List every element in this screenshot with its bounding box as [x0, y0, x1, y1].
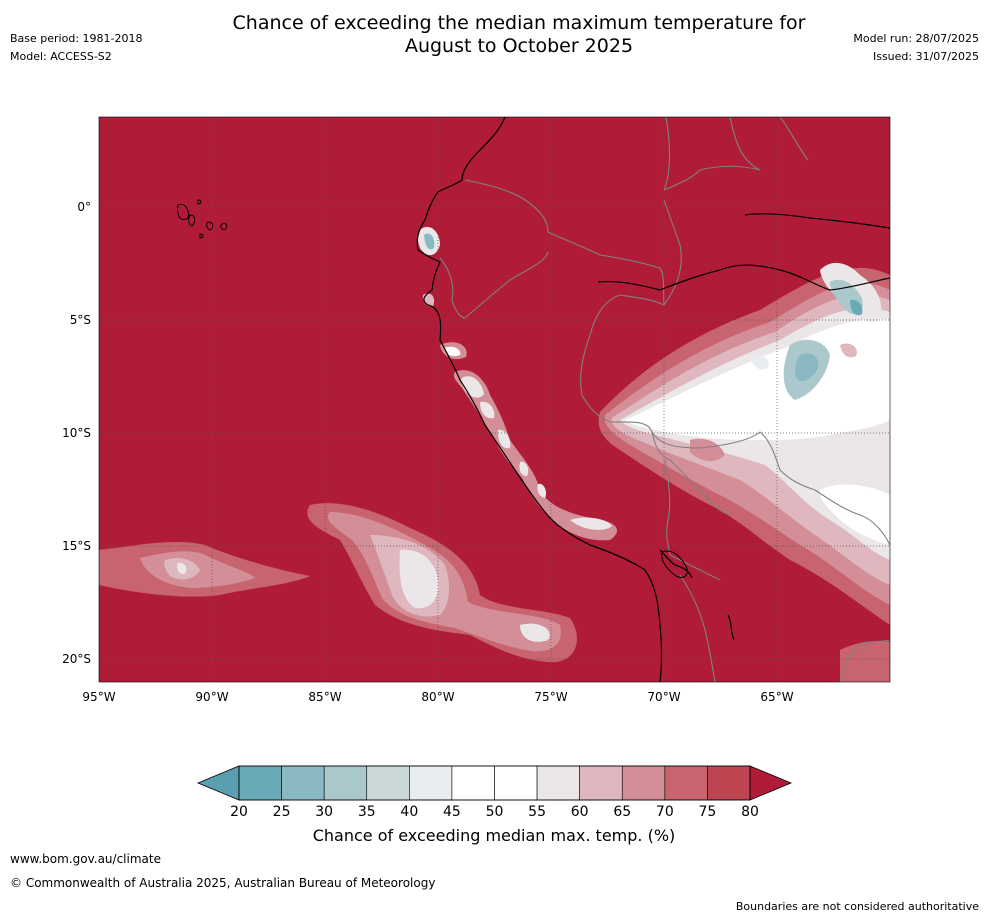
- galapagos-islands: [177, 199, 228, 239]
- base-period-text: Base period: 1981-2018: [10, 32, 143, 45]
- website-text: www.bom.gov.au/climate: [10, 852, 161, 866]
- colorbar-tick-label: 25: [273, 804, 291, 820]
- colorbar-high-extend: [749, 765, 793, 801]
- colorbar-swatch: [451, 765, 495, 801]
- pacific-anomaly-south: [307, 503, 577, 663]
- lon-label: 65°W: [760, 690, 793, 704]
- colorbar-tick-label: 75: [699, 804, 717, 820]
- model-run-text: Model run: 28/07/2025: [853, 32, 979, 45]
- colorbar-tick-label: 20: [230, 804, 248, 820]
- lon-label: 70°W: [647, 690, 680, 704]
- map-panel: [99, 117, 890, 682]
- colorbar-tick-label: 35: [358, 804, 376, 820]
- lat-label: 15°S: [62, 539, 91, 553]
- country-borders: [439, 117, 890, 682]
- colorbar: 20 25 30 35 40 45 50 55 60 65 70 75 80: [196, 765, 793, 820]
- lon-label: 95°W: [82, 690, 115, 704]
- lat-label: 10°S: [62, 426, 91, 440]
- colorbar-swatch: [621, 765, 666, 801]
- colorbar-tick-label: 65: [613, 804, 631, 820]
- colorbar-tick-label: 80: [741, 804, 759, 820]
- lon-label: 85°W: [308, 690, 341, 704]
- colorbar-swatch: [536, 765, 580, 801]
- meta-right: Model run: 28/07/2025 Issued: 31/07/2025: [853, 30, 979, 66]
- colorbar-tick-label: 40: [400, 804, 418, 820]
- colorbar-tick-label: 50: [486, 804, 504, 820]
- colorbar-swatch: [707, 765, 751, 801]
- lon-label: 80°W: [421, 690, 454, 704]
- colorbar-swatch: [323, 765, 368, 801]
- map-title: Chance of exceeding the median maximum t…: [0, 12, 988, 58]
- longitude-labels: 95°W 90°W 85°W 80°W 75°W 70°W 65°W: [82, 690, 793, 704]
- title-line-1: Chance of exceeding the median maximum t…: [232, 12, 806, 34]
- colorbar-low-extend: [196, 765, 240, 801]
- lon-label: 75°W: [534, 690, 567, 704]
- colorbar-tick-label: 70: [656, 804, 674, 820]
- colorbar-swatch: [494, 765, 538, 801]
- model-text: Model: ACCESS-S2: [10, 50, 112, 63]
- colorbar-tick-label: 45: [443, 804, 461, 820]
- lake-titicaca: [661, 550, 688, 578]
- colorbar-tick-label: 60: [571, 804, 589, 820]
- lon-label: 90°W: [195, 690, 228, 704]
- colorbar-swatch: [238, 765, 282, 801]
- coastline: [416, 117, 890, 682]
- colorbar-label: Chance of exceeding median max. temp. (%…: [312, 826, 676, 845]
- disclaimer-text: Boundaries are not considered authoritat…: [735, 900, 979, 913]
- lat-label: 5°S: [70, 313, 91, 327]
- latitude-labels: 0° 5°S 10°S 15°S 20°S: [62, 200, 91, 666]
- pacific-anomaly-west: [99, 542, 310, 597]
- colorbar-tick-label: 30: [315, 804, 333, 820]
- colorbar-tick-label: 55: [528, 804, 546, 820]
- colorbar-swatch: [664, 765, 708, 801]
- meta-left: Base period: 1981-2018 Model: ACCESS-S2: [10, 30, 142, 66]
- colorbar-swatch: [409, 765, 453, 801]
- issued-text: Issued: 31/07/2025: [872, 50, 979, 63]
- copyright-text: © Commonwealth of Australia 2025, Austra…: [10, 876, 436, 890]
- colorbar-swatch: [281, 765, 325, 801]
- peru-coastal-anomalies: [417, 226, 618, 541]
- title-line-2: August to October 2025: [404, 35, 634, 57]
- colorbar-swatch: [579, 765, 623, 801]
- colorbar-swatch: [366, 765, 410, 801]
- inland-anomaly: [598, 262, 890, 682]
- colorbar-frame: [238, 765, 751, 801]
- graticule: [99, 117, 890, 682]
- map-frame: [98, 116, 891, 683]
- lat-label: 0°: [77, 200, 91, 214]
- lat-label: 20°S: [62, 652, 91, 666]
